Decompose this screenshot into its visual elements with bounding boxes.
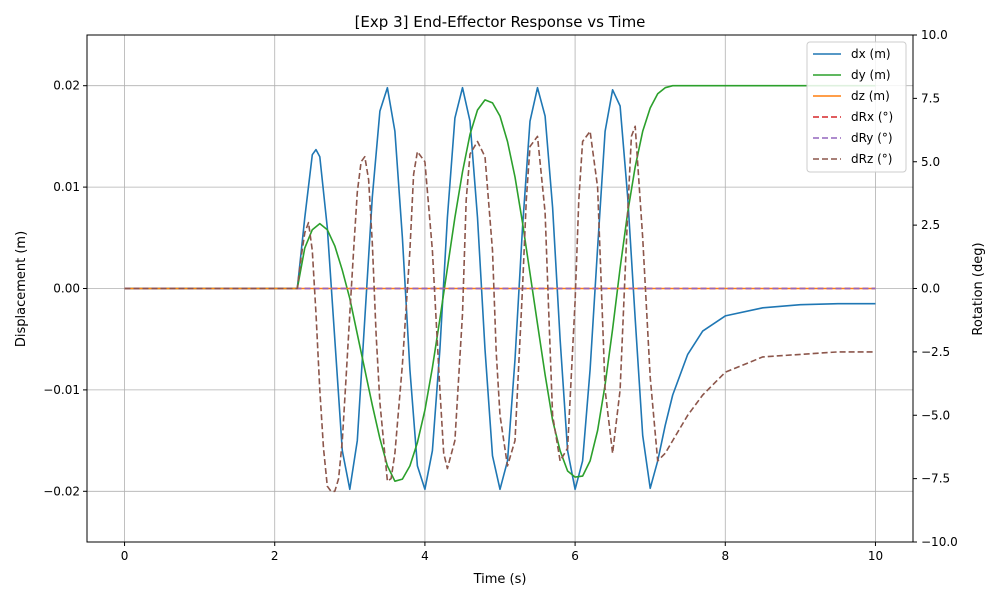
x-tick-label: 2	[271, 549, 279, 563]
x-axis: 0 2 4 6 8 10	[121, 542, 883, 563]
x-tick-label: 4	[421, 549, 429, 563]
y2-tick-label: −7.5	[921, 472, 950, 486]
x-axis-label: Time (s)	[473, 572, 527, 587]
x-tick-label: 0	[121, 549, 129, 563]
y2-tick-label: 5.0	[921, 155, 940, 169]
series-line-dy	[124, 84, 876, 482]
y2-tick-label: 7.5	[921, 91, 940, 105]
x-tick-label: 8	[721, 549, 729, 563]
y2-tick-label: −5.0	[921, 408, 950, 422]
y2-tick-label: 0.0	[921, 282, 940, 296]
x-tick-label: 6	[571, 549, 579, 563]
legend-label: dy (m)	[851, 68, 891, 82]
legend-label: dRx (°)	[851, 110, 893, 124]
y-tick-label: 0.00	[53, 282, 80, 296]
x-tick-label: 10	[868, 549, 883, 563]
legend: dx (m) dy (m) dz (m) dRx (°) dRy (°) dRz (°)	[806, 41, 907, 173]
legend-label: dx (m)	[851, 47, 891, 61]
series-line-dx	[124, 86, 876, 491]
chart-title: [Exp 3] End-Effector Response vs Time	[355, 13, 646, 31]
y-axis-right: −10.0 −7.5 −5.0 −2.5 0.0 2.5 5.0 7.5 10.0	[913, 28, 958, 549]
y-axis-left: −0.02 −0.01 0.00 0.01 0.02	[43, 79, 87, 498]
legend-label: dz (m)	[851, 89, 890, 103]
y-tick-label: −0.01	[43, 383, 80, 397]
y-axis-label: Displacement (m)	[14, 231, 29, 347]
y-tick-label: 0.02	[53, 79, 80, 93]
series-layer	[124, 84, 876, 493]
y2-axis-label: Rotation (deg)	[971, 242, 986, 335]
legend-label: dRy (°)	[851, 131, 893, 145]
series-line-drz	[124, 125, 876, 493]
y-tick-label: −0.02	[43, 484, 80, 498]
y2-tick-label: 10.0	[921, 28, 948, 42]
legend-label: dRz (°)	[851, 152, 892, 166]
y2-tick-label: −10.0	[921, 535, 958, 549]
y-tick-label: 0.01	[53, 180, 80, 194]
y2-tick-label: −2.5	[921, 345, 950, 359]
y2-tick-label: 2.5	[921, 218, 940, 232]
